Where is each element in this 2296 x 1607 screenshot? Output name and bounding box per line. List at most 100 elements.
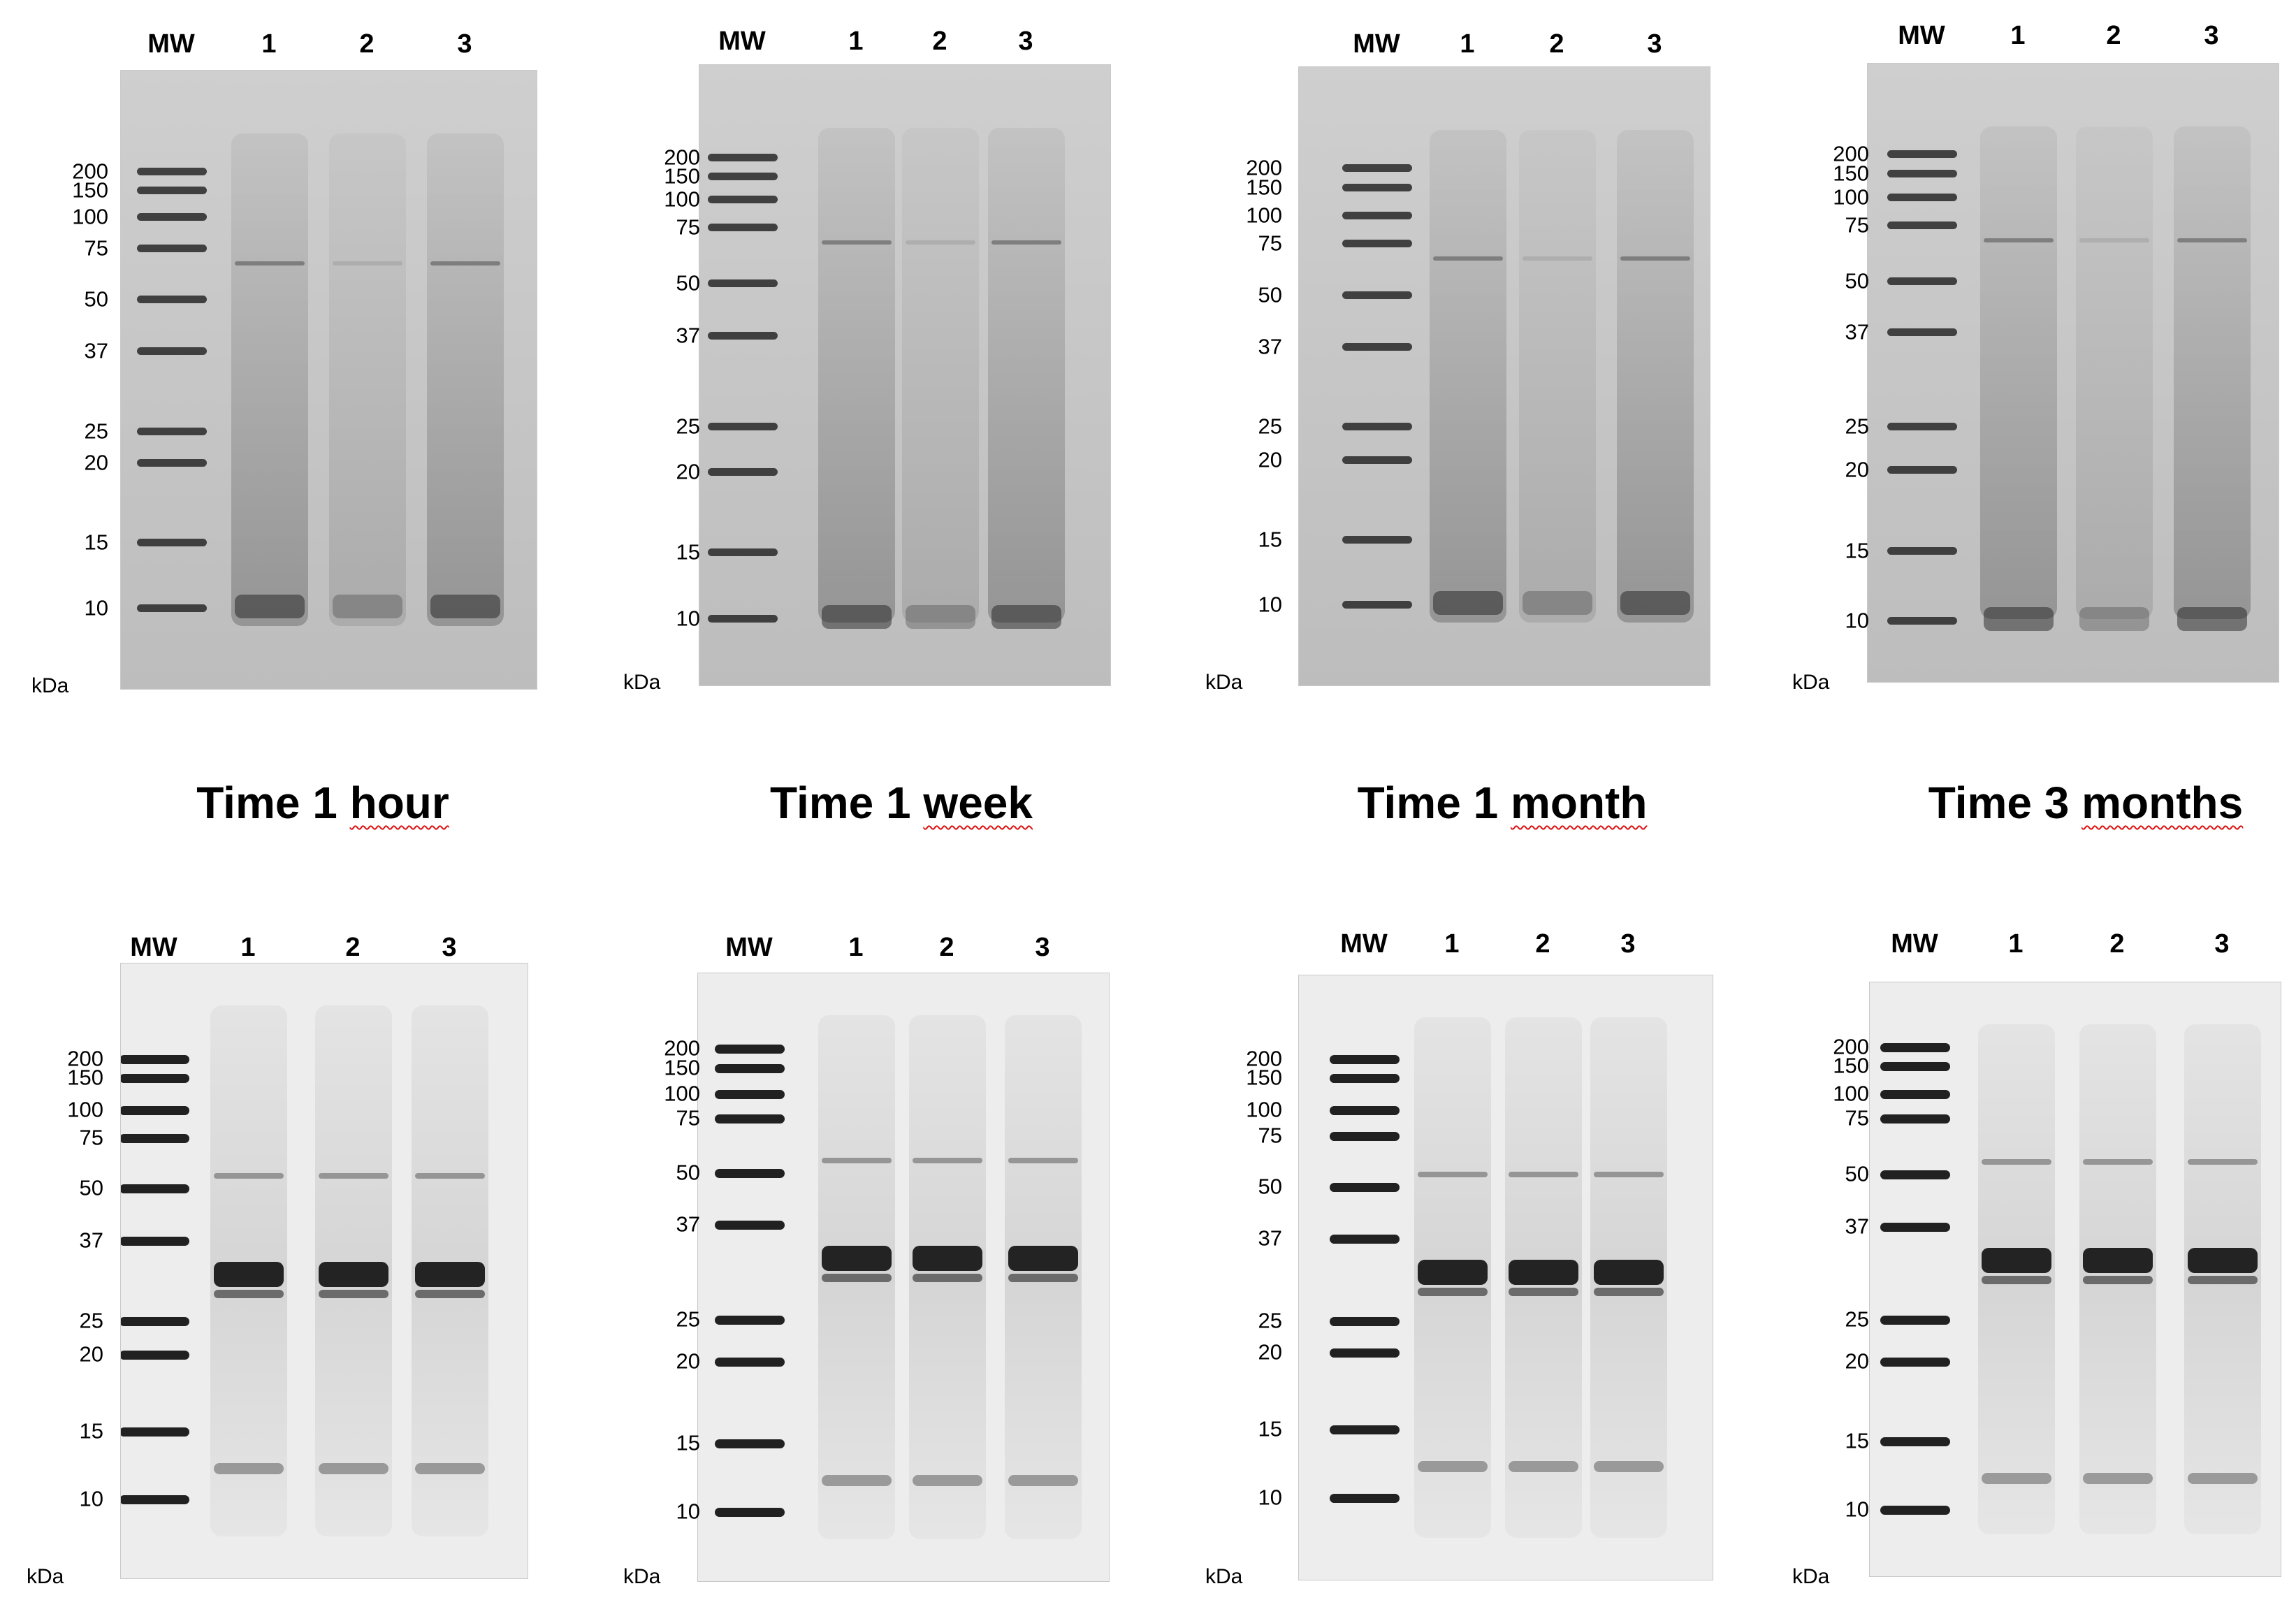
ladder-band [1887,150,1957,158]
ladder-band [1880,1043,1950,1052]
lane-label-mw: MW [718,27,766,56]
lane-label-1: 1 [1444,929,1460,959]
ladder-band [715,1064,785,1073]
ladder-band [715,1439,785,1448]
sample-band [1433,591,1503,615]
lane-label-2: 2 [932,27,947,56]
ladder-band [1342,456,1412,464]
sample-band [415,1290,485,1298]
mw-marker-label: 100 [1833,1081,1869,1106]
sample-band [333,595,402,618]
lane-label-mw: MW [1353,29,1400,59]
sample-lane-smear [2174,126,2251,619]
sample-band [319,1290,388,1298]
lane-label-1: 1 [261,29,277,59]
sample-band [1594,1288,1664,1296]
sample-band [822,240,892,245]
mw-marker-label: 25 [676,414,700,439]
sample-band [1509,1461,1578,1472]
lane-label-mw: MW [130,933,177,962]
time-title-4: Time 3 months [1928,777,2243,829]
ladder-band [708,468,778,476]
lane-label-mw: MW [725,933,773,962]
ladder-band [1880,1114,1950,1124]
ladder-band [1887,170,1957,177]
mw-marker-label: 37 [1845,1214,1869,1239]
lane-label-1: 1 [2008,929,2023,959]
ladder-band [708,615,778,623]
mw-marker-label: 75 [84,235,108,261]
mw-marker-label: 25 [1258,1308,1282,1333]
sample-band [415,1173,485,1179]
mw-marker-label: 15 [1845,1428,1869,1453]
western-gel-image [1298,975,1713,1580]
sample-band [2083,1473,2153,1484]
ladder-band [137,187,207,194]
sample-band [913,1475,982,1486]
mw-marker-label: 15 [676,539,700,565]
time-title-1: Time 1 hour [196,777,449,829]
ladder-band [708,548,778,556]
ladder-band [708,154,778,161]
ladder-band [715,1090,785,1099]
ladder-band [137,296,207,303]
ladder-band [121,1106,189,1115]
mw-marker-label: 75 [676,1105,700,1130]
lane-label-mw: MW [147,29,195,59]
mw-marker-label: 100 [1246,203,1282,228]
coomassie-gel-image [699,64,1111,686]
sample-band [906,240,975,245]
sample-band [415,1463,485,1474]
ladder-band [137,428,207,435]
sample-lane-smear [988,128,1065,623]
sample-band [822,1274,892,1282]
mw-marker-label: 20 [1258,1339,1282,1365]
mw-marker-label: 10 [1845,1497,1869,1522]
mw-marker-label: 75 [1258,231,1282,256]
mw-marker-label: 150 [72,177,108,203]
ladder-band [1880,1170,1950,1179]
sample-lane-smear [1519,130,1596,623]
mw-marker-label: 25 [1845,414,1869,439]
ladder-band [121,1427,189,1437]
ladder-band [1880,1316,1950,1325]
ladder-band [1342,212,1412,219]
sample-band [2177,607,2247,631]
mw-marker-label: 200 [72,159,108,184]
sample-band [2079,607,2149,631]
sample-lane-smear [818,128,895,623]
mw-marker-label: 20 [676,1348,700,1374]
sample-band [1008,1246,1078,1271]
kda-unit-label: kDa [1205,1565,1243,1588]
sample-band [1620,591,1690,615]
mw-marker-label: 20 [1845,1348,1869,1374]
time-title-3: Time 1 month [1358,777,1648,829]
sample-band [2079,238,2149,242]
ladder-band [715,1045,785,1054]
sample-band [2188,1159,2258,1165]
sample-band [214,1173,284,1179]
mw-marker-label: 10 [1258,592,1282,617]
ladder-band [137,539,207,546]
mw-marker-label: 20 [1258,447,1282,472]
ladder-band [121,1237,189,1246]
ladder-band [1330,1055,1400,1064]
mw-marker-label: 15 [1258,1416,1282,1441]
ladder-band [1887,617,1957,625]
ladder-band [715,1316,785,1325]
sample-band [991,240,1061,245]
sample-lane-smear [1617,130,1694,623]
sample-band [333,261,402,266]
kda-unit-label: kDa [1792,1565,1830,1588]
sample-band [1509,1260,1578,1285]
mw-marker-label: 37 [676,1212,700,1237]
sample-band [319,1173,388,1179]
sample-band [1982,1276,2051,1284]
mw-marker-label: 37 [1258,1226,1282,1251]
mw-marker-label: 75 [1845,1105,1869,1130]
sample-band [1620,256,1690,261]
lane-label-3: 3 [1647,29,1662,59]
sample-band [1008,1274,1078,1282]
ladder-band [1342,423,1412,430]
sample-band [1982,1248,2051,1273]
